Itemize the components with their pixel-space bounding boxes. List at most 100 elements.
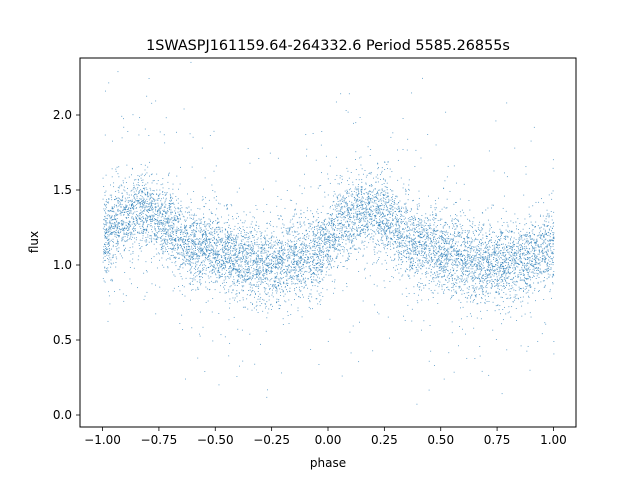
data-point: [411, 308, 413, 310]
data-point: [435, 144, 437, 146]
data-point: [230, 257, 231, 259]
data-point: [548, 276, 550, 278]
data-point: [513, 261, 515, 263]
data-point: [426, 229, 428, 231]
data-point: [379, 205, 381, 207]
data-point: [406, 224, 408, 226]
data-point: [475, 253, 477, 255]
data-point: [432, 266, 434, 268]
data-point: [106, 202, 108, 203]
data-point: [468, 271, 470, 272]
data-point: [287, 233, 289, 235]
data-point: [285, 228, 287, 230]
data-point: [535, 261, 537, 263]
data-point: [221, 265, 223, 267]
data-point: [531, 264, 533, 266]
data-point: [167, 242, 169, 244]
data-point: [399, 243, 400, 245]
data-point: [235, 251, 237, 252]
data-point: [423, 262, 425, 264]
data-point: [362, 224, 364, 226]
data-point: [332, 257, 334, 259]
data-point: [351, 209, 353, 211]
data-point: [159, 189, 161, 191]
data-point: [176, 218, 178, 220]
data-point: [119, 226, 120, 228]
data-point: [409, 221, 411, 222]
data-point: [243, 279, 245, 281]
data-point: [259, 305, 261, 307]
data-point: [351, 221, 353, 223]
data-point: [491, 254, 492, 256]
data-point: [550, 239, 552, 241]
data-point: [315, 253, 317, 255]
data-point: [461, 293, 463, 295]
data-point: [447, 242, 449, 244]
data-point: [103, 223, 105, 225]
data-point: [266, 257, 268, 258]
data-point: [331, 233, 333, 235]
data-point: [501, 218, 502, 220]
data-point: [350, 235, 352, 237]
data-point: [430, 256, 432, 258]
data-point: [268, 285, 270, 287]
data-point: [408, 227, 410, 229]
data-point: [177, 244, 179, 246]
data-point: [305, 134, 307, 136]
data-point: [126, 226, 128, 228]
data-point: [214, 252, 216, 254]
data-point: [308, 262, 310, 263]
data-point: [125, 199, 127, 201]
data-point: [114, 226, 116, 228]
data-point: [276, 205, 278, 207]
data-point: [104, 191, 106, 193]
data-point: [483, 267, 485, 269]
data-point: [355, 211, 357, 213]
data-point: [491, 236, 493, 238]
data-point: [211, 311, 213, 313]
data-point: [542, 259, 544, 261]
data-point: [309, 225, 311, 227]
data-point: [438, 251, 440, 253]
data-point: [531, 264, 533, 266]
data-point: [437, 292, 439, 294]
data-point: [146, 172, 148, 174]
data-point: [218, 226, 219, 228]
data-point: [460, 226, 462, 228]
data-point: [404, 270, 406, 272]
data-point: [357, 189, 359, 191]
data-point: [469, 313, 471, 315]
data-point: [410, 229, 412, 231]
data-point: [451, 241, 453, 242]
data-point: [110, 210, 112, 212]
data-point: [542, 223, 544, 225]
data-point: [333, 246, 335, 248]
data-point: [324, 234, 326, 236]
data-point: [466, 249, 468, 251]
data-point: [482, 257, 484, 259]
data-point: [478, 246, 479, 248]
data-point: [521, 237, 523, 239]
data-point: [464, 256, 466, 258]
data-point: [294, 299, 295, 301]
data-point: [228, 247, 230, 249]
data-point: [462, 266, 464, 268]
data-point: [374, 188, 376, 190]
data-point: [112, 226, 114, 227]
data-point: [312, 262, 314, 264]
data-point: [528, 296, 530, 298]
data-point: [399, 246, 401, 247]
data-point: [539, 246, 541, 248]
data-point: [519, 256, 521, 257]
data-point: [358, 210, 360, 212]
data-point: [133, 208, 135, 210]
data-point: [141, 232, 143, 234]
data-point: [289, 272, 291, 274]
data-point: [473, 327, 475, 329]
data-point: [494, 270, 496, 272]
data-point: [545, 233, 547, 235]
data-point: [116, 225, 118, 227]
data-point: [327, 178, 329, 180]
data-point: [340, 208, 342, 210]
data-point: [281, 266, 283, 268]
